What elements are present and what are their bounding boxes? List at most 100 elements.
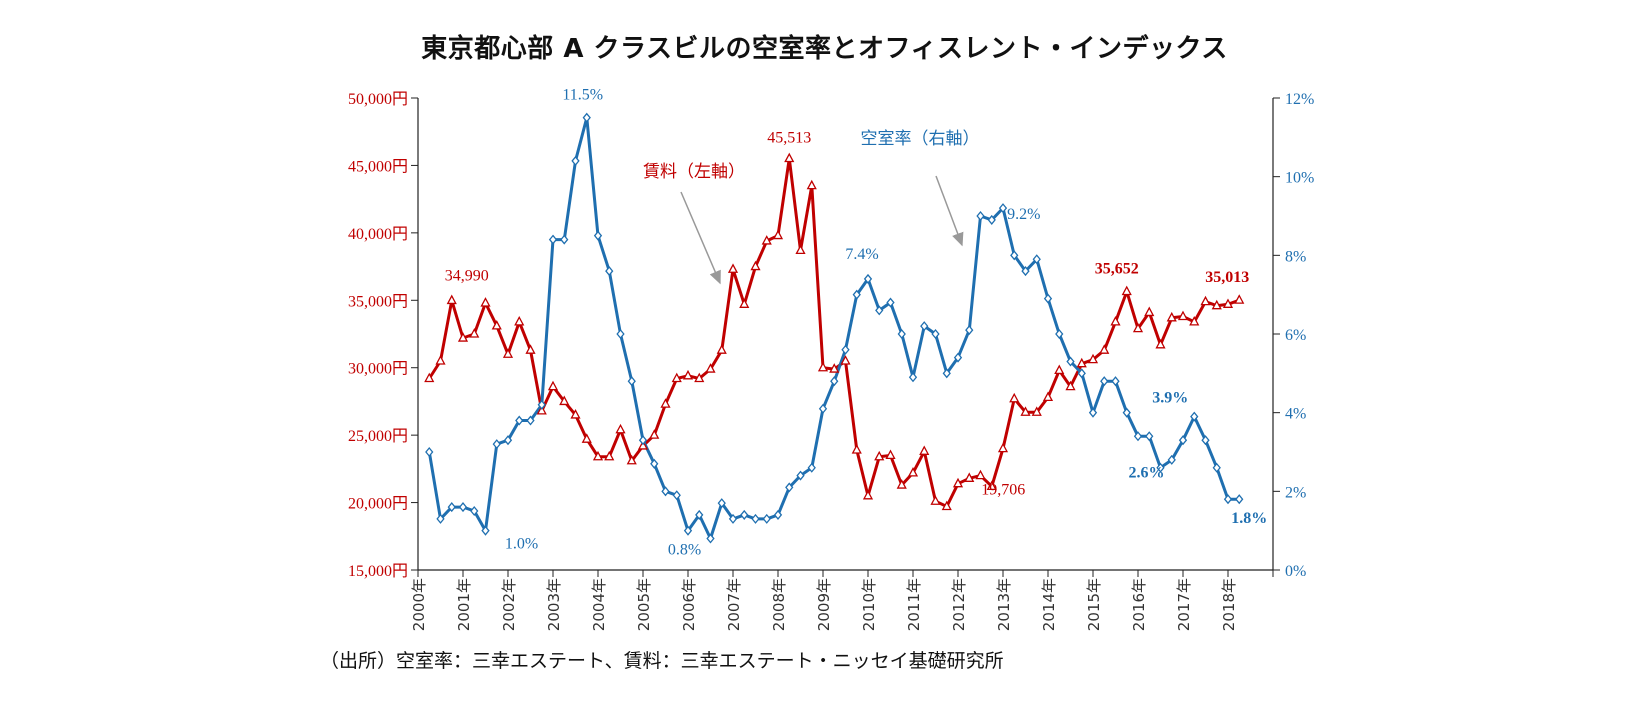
- vacancy-point: [751, 513, 760, 524]
- rent-point: [941, 500, 952, 511]
- vacancy-point: [537, 399, 546, 410]
- rent-point: [1211, 299, 1222, 310]
- y-right-tick-label: 0%: [1285, 563, 1306, 580]
- rent-point: [964, 472, 975, 482]
- y-left-tick-label: 30,000円: [348, 361, 408, 378]
- rent-point: [1054, 364, 1065, 375]
- vacancy-point: [1043, 293, 1053, 304]
- vacancy-point: [1122, 407, 1131, 418]
- vacancy-point: [1111, 376, 1120, 387]
- x-tick-label: 2008年: [770, 578, 788, 631]
- vacancy-point: [425, 446, 434, 458]
- vacancy-point: [717, 498, 726, 509]
- vacancy-point: [1088, 407, 1098, 418]
- rent-series-label: 賃料（左軸）: [643, 162, 745, 182]
- rent-point: [727, 263, 739, 273]
- rent-point: [784, 152, 795, 163]
- rent-point: [919, 445, 930, 455]
- rent-point: [1144, 306, 1155, 317]
- vacancy-point: [740, 509, 749, 520]
- rent-point: [626, 454, 637, 465]
- vacancy-point: [830, 376, 839, 387]
- rent-point: [469, 328, 480, 338]
- rent-point: [1155, 338, 1166, 349]
- vacancy-point: [672, 490, 681, 501]
- vacancy-point: [953, 352, 963, 363]
- data-label: 1.8%: [1231, 510, 1267, 527]
- rent-point: [885, 449, 896, 460]
- rent-point: [997, 442, 1009, 453]
- rent-point: [1121, 285, 1132, 296]
- vacancy-point: [998, 203, 1008, 214]
- y-right-tick-label: 6%: [1285, 327, 1306, 344]
- vacancy-point: [695, 509, 704, 520]
- rent-point: [446, 294, 457, 305]
- data-label: 11.5%: [562, 87, 603, 104]
- rent-point: [896, 479, 907, 489]
- x-tick-label: 2006年: [680, 578, 698, 631]
- rent-point: [592, 450, 604, 461]
- rent-point: [480, 297, 491, 307]
- vacancy-point: [1167, 454, 1176, 465]
- rent-point: [1076, 357, 1087, 368]
- vacancy-series-label: 空室率（右軸）: [861, 129, 980, 149]
- vacancy-point: [515, 415, 524, 426]
- data-label: 1.0%: [505, 536, 538, 553]
- vacancy-point: [593, 230, 603, 241]
- label-arrow: [680, 191, 721, 285]
- rent-point: [682, 369, 694, 380]
- x-tick-label: 2016年: [1130, 578, 1148, 631]
- vacancy-point: [1032, 254, 1041, 265]
- vacancy-point: [942, 368, 951, 379]
- vacancy-point: [897, 328, 906, 340]
- vacancy-point: [796, 470, 805, 481]
- vacancy-point: [1077, 368, 1086, 379]
- rent-point: [570, 409, 581, 419]
- data-label: 9.2%: [1007, 206, 1040, 223]
- vacancy-point: [1066, 356, 1075, 367]
- y-left-tick-label: 50,000円: [348, 91, 408, 108]
- rent-point: [1132, 322, 1144, 333]
- chart-title: 東京都心部 A クラスビルの空室率とオフィスレント・インデックス: [421, 34, 1228, 64]
- rent-point: [806, 179, 817, 190]
- rent-point: [660, 398, 671, 408]
- vacancy-point: [1235, 494, 1244, 505]
- rent-point: [1031, 406, 1042, 416]
- vacancy-point: [908, 372, 918, 383]
- data-label: 19,706: [981, 481, 1025, 498]
- x-tick-label: 2007年: [725, 578, 743, 631]
- vacancy-point: [1021, 266, 1030, 277]
- vacancy-point: [560, 234, 569, 245]
- vacancy-point: [1055, 328, 1064, 340]
- rent-point: [615, 423, 626, 434]
- rent-point: [1110, 315, 1121, 326]
- rent-point: [1020, 406, 1031, 416]
- x-tick-label: 2002年: [500, 578, 518, 631]
- rent-point: [604, 450, 615, 461]
- vacancy-point: [728, 513, 738, 524]
- vacancy-point: [762, 513, 771, 524]
- x-tick-label: 2005年: [635, 578, 653, 631]
- series-line: [427, 116, 1240, 540]
- y-left-tick-label: 40,000円: [348, 226, 408, 243]
- rent-point: [851, 444, 862, 454]
- vacancy-point: [875, 305, 884, 316]
- label-arrow: [935, 175, 964, 247]
- x-tick-label: 2017年: [1175, 578, 1193, 631]
- vacancy-point: [605, 266, 614, 277]
- rent-point: [581, 433, 592, 443]
- series-line: [428, 157, 1240, 508]
- rent-point: [975, 469, 986, 480]
- x-tick-label: 2001年: [455, 578, 473, 631]
- vacancy-point: [1190, 411, 1199, 422]
- vacancy-point: [1145, 431, 1154, 442]
- x-tick-label: 2012年: [950, 578, 968, 631]
- x-tick-label: 2015年: [1085, 578, 1103, 631]
- rent-point: [1177, 310, 1189, 321]
- y-right-tick-label: 4%: [1285, 406, 1306, 423]
- rent-point: [952, 477, 964, 488]
- rent-point: [716, 344, 727, 354]
- rent-point: [547, 380, 559, 391]
- vacancy-point: [616, 328, 625, 340]
- rent-point: [424, 372, 435, 383]
